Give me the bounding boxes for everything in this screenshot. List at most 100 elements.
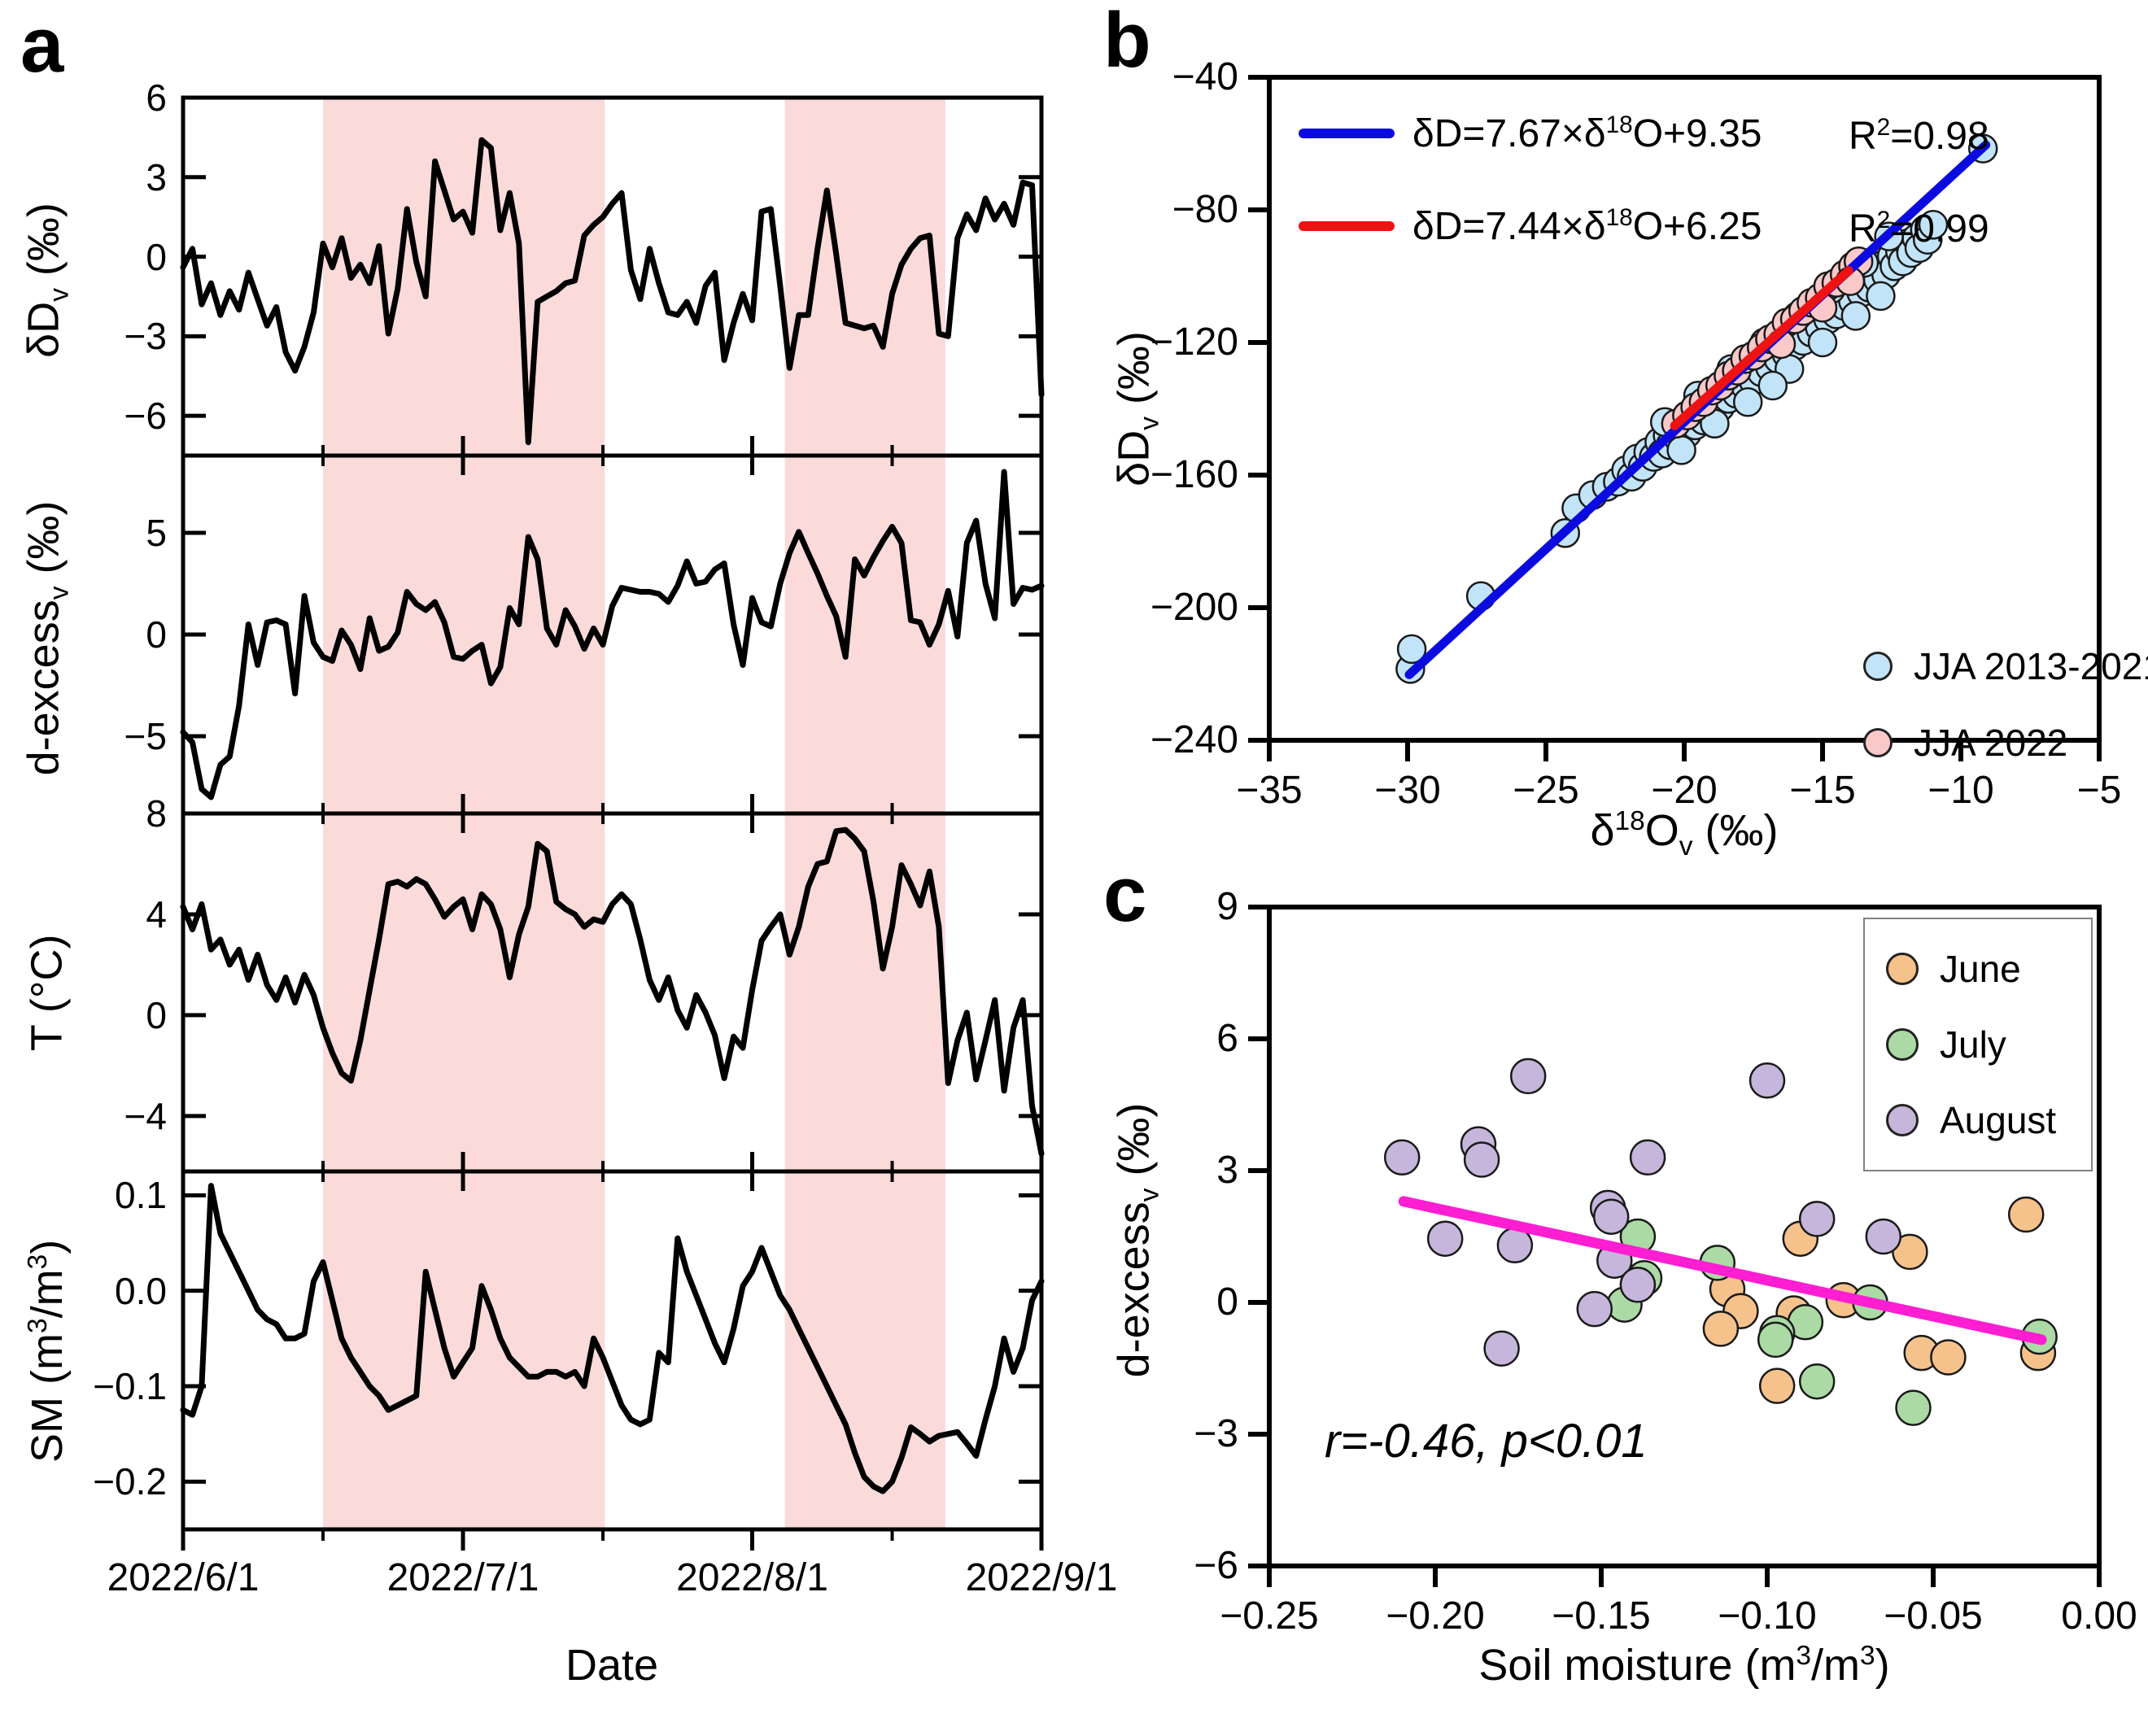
tick-label: 0 bbox=[146, 993, 167, 1036]
tick-label: −5 bbox=[124, 715, 167, 757]
panel-c-label: c bbox=[1103, 851, 1147, 938]
tick-label: 5 bbox=[146, 512, 167, 554]
fit-legend-blue: δD=7.67×δ18O+9.35 bbox=[1299, 111, 1762, 156]
scatter-point-august bbox=[1619, 1267, 1657, 1303]
tick-label: 0.00 bbox=[2061, 1594, 2137, 1638]
series-line-0 bbox=[180, 137, 1045, 446]
tick-label: 0 bbox=[1216, 1280, 1238, 1324]
tick-label: 3 bbox=[146, 155, 167, 198]
tick-label: −160 bbox=[1150, 453, 1238, 496]
scatter-point-august bbox=[1426, 1220, 1464, 1257]
july-label: July bbox=[1940, 1023, 2006, 1066]
axis-title-soil-moisture-c: Soil moisture (m3/m3) bbox=[1478, 1641, 1890, 1690]
july-marker bbox=[1886, 1027, 1919, 1061]
fit-line bbox=[1398, 1196, 2047, 1346]
scatter-point-jja-2013-2021 bbox=[1732, 387, 1763, 417]
tick-label: −20 bbox=[1651, 769, 1718, 812]
scatter-point-august bbox=[1865, 1218, 1902, 1255]
june-marker bbox=[1886, 952, 1919, 985]
tick-label: −4 bbox=[124, 1094, 167, 1137]
tick-label: −0.15 bbox=[1552, 1594, 1651, 1638]
scatter-point-august bbox=[1483, 1330, 1520, 1367]
scatter-point-july bbox=[1798, 1363, 1836, 1400]
scatter-point-jja-2013-2021 bbox=[1396, 634, 1427, 665]
tick-label: −0.1 bbox=[93, 1365, 167, 1407]
scatter-point-august bbox=[1592, 1198, 1630, 1235]
tick-label: −30 bbox=[1374, 769, 1441, 812]
month-legend: June July August bbox=[1863, 918, 2093, 1171]
axis-title-d18o: δ18Ov (‰) bbox=[1590, 806, 1779, 861]
tick-label: 6 bbox=[1216, 1017, 1238, 1060]
tick-label: −6 bbox=[1194, 1544, 1238, 1587]
red-fit-r2: R2=0.99 bbox=[1849, 207, 1989, 251]
scatter-point-june bbox=[1702, 1311, 1740, 1347]
scatter-point-jja-2013-2021 bbox=[1840, 301, 1871, 331]
tick-label: −35 bbox=[1236, 769, 1303, 812]
scatter-point-june bbox=[1930, 1339, 1967, 1376]
scatter-point-jja-2013-2021 bbox=[1918, 210, 1949, 240]
tick-label: 8 bbox=[146, 792, 167, 835]
panel-b-label: b bbox=[1103, 0, 1151, 84]
scatter-point-jja-2013-2021 bbox=[1866, 281, 1896, 312]
tick-label: −6 bbox=[124, 395, 167, 438]
tick-label: 0.1 bbox=[115, 1174, 167, 1217]
series-line-2 bbox=[180, 827, 1045, 1157]
tick-label: −15 bbox=[1789, 769, 1856, 812]
august-marker bbox=[1886, 1104, 1919, 1137]
tick-label: 9 bbox=[1216, 885, 1238, 928]
tick-label: −0.05 bbox=[1884, 1594, 1983, 1638]
subpanel-frame bbox=[181, 1169, 1044, 1532]
scatter-point-august bbox=[1798, 1201, 1836, 1237]
tick-label: −40 bbox=[1172, 55, 1238, 98]
correlation-annotation: r=-0.46, p<0.01 bbox=[1325, 1415, 1648, 1468]
tick-label: −80 bbox=[1172, 188, 1238, 231]
scatter-point-july bbox=[1895, 1389, 1932, 1426]
tick-label: −25 bbox=[1513, 769, 1579, 812]
tick-label: −240 bbox=[1150, 718, 1238, 761]
blue-fit-swatch bbox=[1299, 129, 1395, 138]
tick-label: 3 bbox=[1216, 1149, 1238, 1192]
scatter-point-august bbox=[1509, 1058, 1547, 1095]
tick-label: −0.2 bbox=[93, 1460, 167, 1503]
panel-frame bbox=[1267, 905, 2102, 1568]
axis-title-dexcess-c: d-excessv (‰) bbox=[1109, 1102, 1165, 1378]
axis-title-date: Date bbox=[565, 1641, 659, 1690]
legend-item-jja-2022: JJA 2022 bbox=[1863, 721, 2067, 765]
tick-label: −5 bbox=[2076, 769, 2122, 812]
tick-label: −120 bbox=[1150, 321, 1238, 364]
tick-label: 2022/9/1 bbox=[965, 1556, 1118, 1599]
fit-line bbox=[1670, 266, 1853, 430]
jja-2013-2021-marker bbox=[1863, 652, 1893, 681]
tick-label: 0 bbox=[146, 613, 167, 656]
red-fit-equation: δD=7.44×δ18O+6.25 bbox=[1412, 203, 1762, 248]
tick-label: −0.25 bbox=[1220, 1594, 1319, 1638]
scatter-point-august bbox=[1749, 1062, 1786, 1099]
tick-label: 2022/6/1 bbox=[107, 1556, 260, 1599]
tick-label: 0 bbox=[146, 235, 167, 278]
tick-label: −3 bbox=[124, 315, 167, 358]
tick-label: −10 bbox=[1928, 769, 1994, 812]
jja-2022-label: JJA 2022 bbox=[1914, 722, 2068, 764]
axis-title-ddv-b: δDv (‰) bbox=[1109, 331, 1165, 486]
scatter-point-august bbox=[1463, 1141, 1500, 1178]
legend-item-august: August bbox=[1886, 1098, 2091, 1142]
jja-2013-2021-label: JJA 2013-2021 bbox=[1914, 645, 2148, 687]
blue-fit-equation: δD=7.67×δ18O+9.35 bbox=[1412, 111, 1762, 155]
red-fit-swatch bbox=[1299, 221, 1395, 231]
panel-a-label: a bbox=[20, 2, 64, 89]
tick-label: 6 bbox=[146, 76, 167, 119]
blue-fit-r2: R2=0.98 bbox=[1849, 114, 1989, 158]
tick-label: −0.20 bbox=[1386, 1594, 1485, 1638]
scatter-point-jja-2013-2021 bbox=[1666, 435, 1696, 465]
scatter-point-july bbox=[1757, 1321, 1794, 1359]
legend-item-july: July bbox=[1886, 1023, 2091, 1066]
scatter-point-august bbox=[1383, 1139, 1421, 1176]
tick-label: −0.10 bbox=[1718, 1594, 1817, 1638]
august-label: August bbox=[1940, 1099, 2057, 1142]
scatter-point-june bbox=[1758, 1367, 1796, 1404]
tick-label: 2022/7/1 bbox=[386, 1556, 539, 1599]
legend-item-june: June bbox=[1886, 947, 2091, 991]
scatter-point-august bbox=[1576, 1290, 1613, 1328]
june-label: June bbox=[1940, 947, 2021, 990]
